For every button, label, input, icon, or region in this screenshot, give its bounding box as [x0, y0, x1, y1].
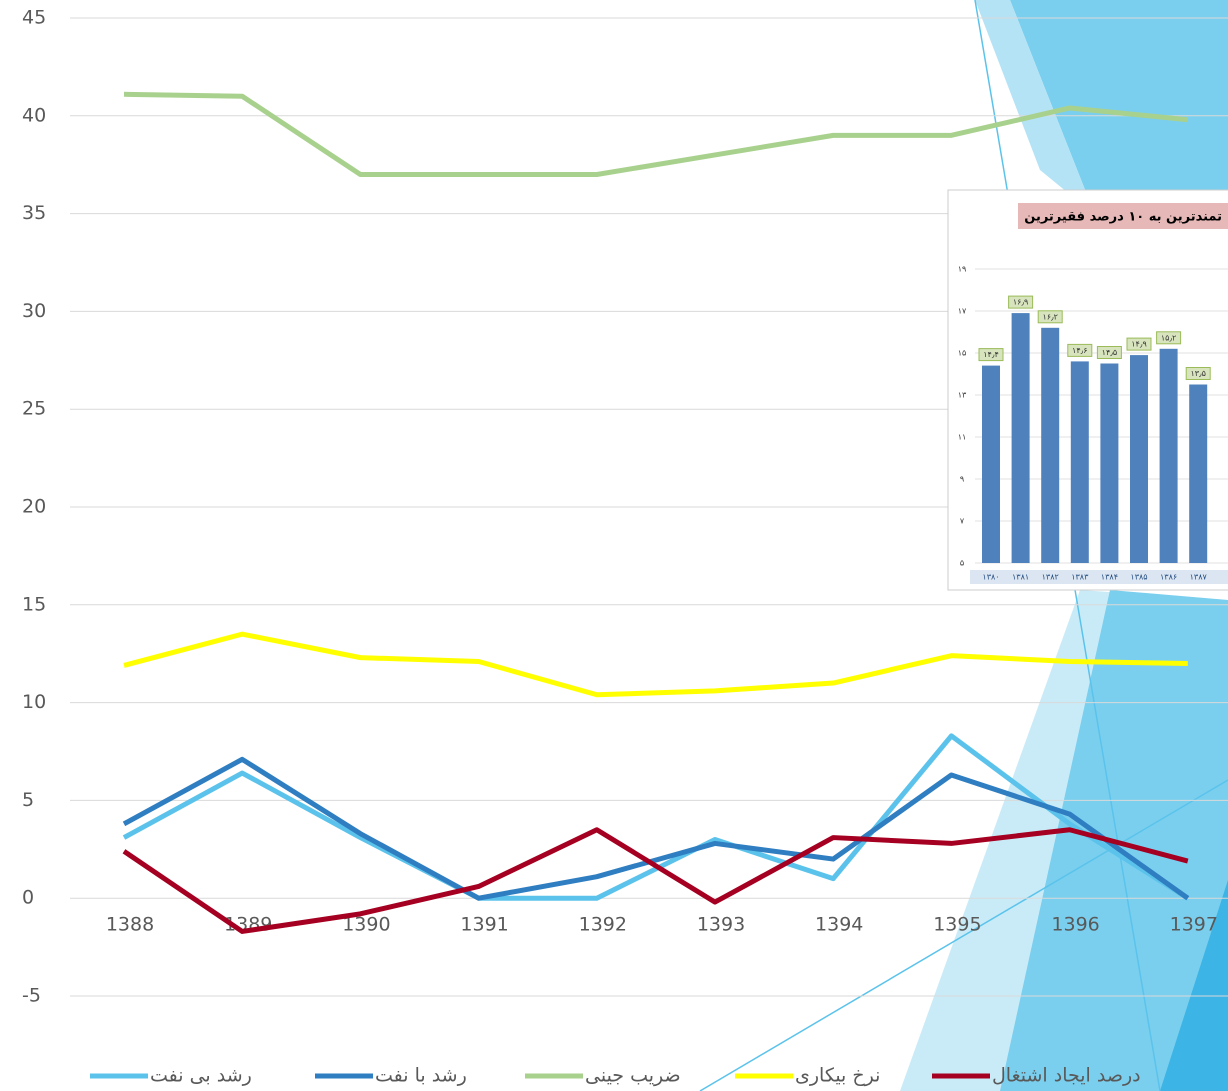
value-label: ۱۴٫۹ [1131, 340, 1147, 349]
chart: -505101520253035404513881389139013911392… [0, 0, 1228, 1091]
value-label: ۱۳٫۵ [1190, 369, 1206, 378]
y-tick-label: ۹ [960, 475, 964, 484]
inset-title: تمندترین به ۱۰ درصد فقیرترین [1024, 210, 1222, 225]
y-tick-label: 0 [22, 887, 34, 909]
x-tick-label: 1393 [697, 914, 745, 936]
x-tick-label: 1394 [815, 914, 863, 936]
x-tick-label: 1388 [106, 914, 154, 936]
bar [1100, 364, 1118, 564]
legend-label: درصد ایجاد اشتغال [992, 1065, 1141, 1087]
x-tick-label: ۱۳۸۷ [1190, 573, 1208, 582]
x-tick-label: ۱۳۸۰ [982, 573, 999, 582]
y-tick-label: ۱۱ [958, 433, 967, 442]
x-tick-label: ۱۳۸۵ [1130, 573, 1147, 582]
y-tick-label: ۱۳ [958, 391, 967, 400]
value-label: ۱۶٫۹ [1013, 298, 1029, 307]
y-tick-label: 25 [22, 398, 46, 420]
bar [1160, 349, 1178, 563]
x-tick-label: 1396 [1051, 914, 1099, 936]
value-label: ۱۶٫۲ [1042, 312, 1058, 321]
value-label: ۱۵٫۲ [1161, 333, 1177, 342]
legend-label: رشد بی نفت [150, 1065, 252, 1087]
y-tick-label: 5 [22, 789, 34, 811]
x-tick-label: ۱۳۸۶ [1160, 573, 1177, 582]
bar [1041, 328, 1059, 563]
x-tick-label: ۱۳۸۲ [1042, 573, 1059, 582]
y-tick-label: ۷ [960, 517, 965, 526]
bar [1071, 361, 1089, 563]
value-label: ۱۴٫۴ [983, 350, 999, 359]
legend-label: ضریب جینی [585, 1065, 681, 1087]
y-tick-label: 10 [22, 691, 46, 713]
legend-label: نرخ بیکاری [795, 1065, 880, 1087]
y-tick-label: 40 [22, 104, 46, 126]
x-tick-label: 1397 [1170, 914, 1218, 936]
legend-label: رشد با نفت [375, 1065, 467, 1087]
x-tick-label: ۱۳۸۴ [1101, 573, 1118, 582]
value-label: ۱۴٫۵ [1102, 348, 1118, 357]
x-tick-label: 1395 [933, 914, 981, 936]
series-line [124, 634, 1188, 695]
x-tick-label: ۱۳۸۳ [1071, 573, 1089, 582]
inset-chart: تمندترین به ۱۰ درصد فقیرترین ۵ ۷ ۹ ۱۱ ۱۳ ۱۵ ۱۷ ۱… [948, 190, 1228, 590]
page: -505101520253035404513881389139013911392… [0, 0, 1228, 1091]
y-tick-label: 30 [22, 300, 46, 322]
y-tick-label: 45 [22, 7, 46, 29]
y-tick-label: 15 [22, 593, 46, 615]
y-tick-label: 20 [22, 496, 46, 518]
bar [1012, 313, 1030, 563]
bar [1189, 385, 1207, 564]
x-tick-label: ۱۳۸۱ [1012, 573, 1029, 582]
y-tick-label: ۵ [960, 559, 964, 568]
bar [1130, 355, 1148, 563]
y-tick-label: -5 [22, 985, 41, 1007]
x-tick-label: 1391 [460, 914, 508, 936]
x-tick-label: 1392 [579, 914, 627, 936]
y-tick-label: ۱۷ [958, 307, 967, 316]
value-label: ۱۴٫۶ [1072, 346, 1088, 355]
y-tick-label: ۱۵ [958, 349, 967, 358]
bar [982, 366, 1000, 563]
y-tick-label: ۱۹ [958, 265, 967, 274]
y-tick-label: 35 [22, 202, 46, 224]
